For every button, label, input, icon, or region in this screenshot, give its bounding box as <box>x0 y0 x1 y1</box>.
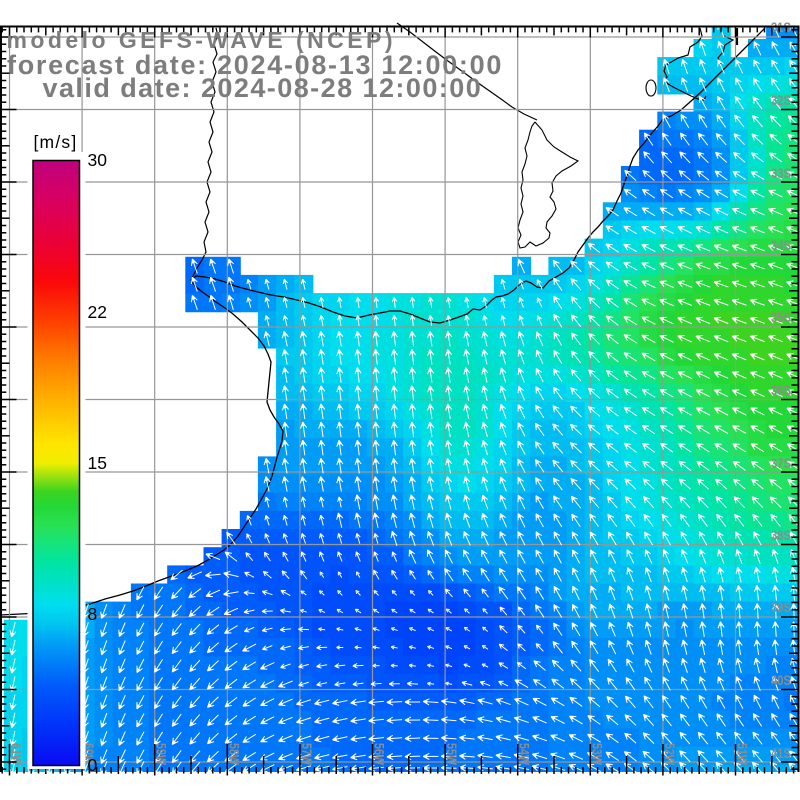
svg-text:51W: 51W <box>735 743 750 765</box>
svg-text:33S: 33S <box>771 166 791 181</box>
svg-text:55W: 55W <box>444 743 459 765</box>
svg-text:61W: 61W <box>9 743 24 765</box>
svg-text:57W: 57W <box>299 743 314 765</box>
svg-text:53W: 53W <box>589 743 604 765</box>
svg-text:41S: 41S <box>771 746 791 761</box>
svg-text:40S: 40S <box>771 673 791 688</box>
svg-text:8: 8 <box>88 604 98 624</box>
svg-text:52W: 52W <box>662 743 677 765</box>
svg-text:54W: 54W <box>517 743 532 765</box>
svg-text:37S: 37S <box>771 456 791 471</box>
svg-text:22: 22 <box>88 302 107 322</box>
svg-text:36S: 36S <box>771 383 791 398</box>
svg-text:[m/s]: [m/s] <box>34 132 78 152</box>
svg-text:30: 30 <box>88 150 108 170</box>
svg-text:32S: 32S <box>771 93 791 108</box>
svg-text:34S: 34S <box>771 238 791 253</box>
svg-text:58W: 58W <box>226 743 241 765</box>
svg-text:39S: 39S <box>771 600 791 615</box>
svg-text:56W: 56W <box>372 743 387 765</box>
svg-text:35S: 35S <box>771 310 791 325</box>
svg-text:0: 0 <box>88 755 98 775</box>
svg-text:38S: 38S <box>771 528 791 543</box>
svg-text:59W: 59W <box>154 743 169 765</box>
svg-text:15: 15 <box>88 453 107 473</box>
